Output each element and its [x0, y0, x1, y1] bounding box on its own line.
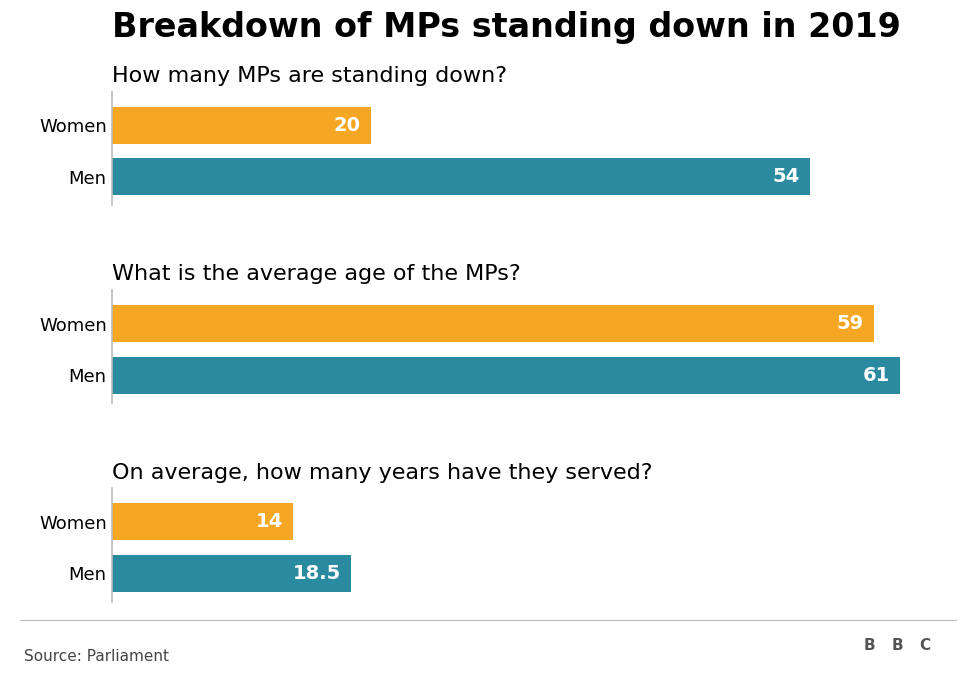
Text: Source: Parliament: Source: Parliament	[24, 649, 170, 664]
Text: On average, how many years have they served?: On average, how many years have they ser…	[112, 463, 653, 483]
Bar	[112, 305, 874, 342]
Text: C: C	[918, 638, 930, 653]
Bar	[914, 629, 936, 662]
Text: What is the average age of the MPs?: What is the average age of the MPs?	[112, 265, 521, 284]
Text: 14: 14	[256, 513, 283, 532]
Text: 54: 54	[772, 167, 799, 186]
Text: B: B	[864, 638, 875, 653]
Text: B: B	[891, 638, 903, 653]
Text: 59: 59	[837, 314, 864, 333]
Bar	[112, 158, 809, 195]
Text: 20: 20	[334, 116, 360, 135]
Bar	[112, 107, 371, 144]
Text: How many MPs are standing down?: How many MPs are standing down?	[112, 66, 508, 86]
Text: 61: 61	[863, 366, 890, 385]
Bar	[112, 555, 351, 592]
Text: 18.5: 18.5	[293, 564, 341, 583]
Bar	[859, 629, 881, 662]
Bar	[886, 629, 909, 662]
Bar	[112, 356, 900, 394]
Bar	[112, 503, 293, 541]
Text: Breakdown of MPs standing down in 2019: Breakdown of MPs standing down in 2019	[112, 11, 901, 44]
